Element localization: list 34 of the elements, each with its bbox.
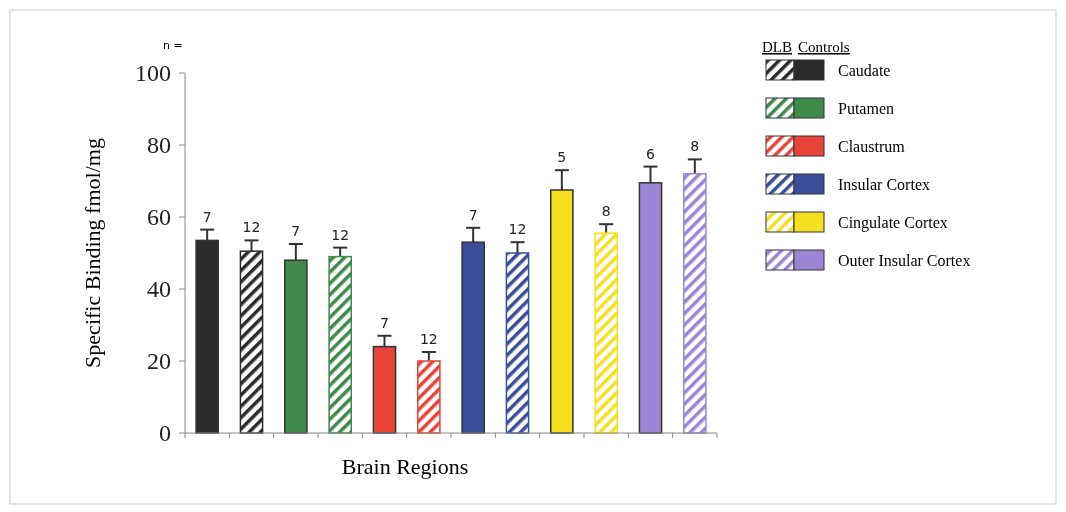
bar [417, 360, 441, 434]
y-tick-label: 80 [147, 132, 171, 159]
legend-label: Putamen [838, 99, 894, 117]
x-axis-title: Brain Regions [341, 454, 469, 479]
annotation: 6 [646, 145, 656, 162]
y-tick-label: 20 [147, 348, 171, 375]
text: Controls [798, 39, 850, 55]
legend-label: Claustrum [838, 137, 906, 155]
annotation: 7 [202, 208, 212, 225]
bar [328, 255, 352, 434]
annotation: 5 [557, 149, 567, 166]
annotation: 12 [242, 219, 261, 236]
bar [683, 173, 707, 434]
bar [505, 252, 530, 434]
y-tick-label: 0 [159, 420, 171, 447]
legend-label: Insular Cortex [838, 175, 930, 193]
bar [594, 232, 618, 434]
annotation: 12 [331, 226, 350, 243]
annotation: 8 [690, 138, 700, 155]
annotation: 7 [380, 314, 389, 331]
y-tick-label: 40 [147, 276, 171, 303]
annotation: 12 [419, 331, 438, 347]
text: n = [163, 39, 183, 52]
legend-label: Caudate [838, 61, 891, 79]
annotation: 12 [508, 221, 527, 238]
annotation: 7 [468, 206, 478, 223]
text: DLB [762, 39, 792, 55]
annotation: 8 [601, 203, 611, 220]
y-tick-label: 60 [147, 204, 171, 231]
y-tick-label: 100 [135, 60, 171, 87]
annotation: 7 [291, 223, 301, 239]
y-axis-title: Specific Binding fmol/mg [80, 138, 105, 368]
legend-label: Cingulate Cortex [838, 213, 948, 232]
legend-label: Outer Insular Cortex [838, 251, 971, 269]
